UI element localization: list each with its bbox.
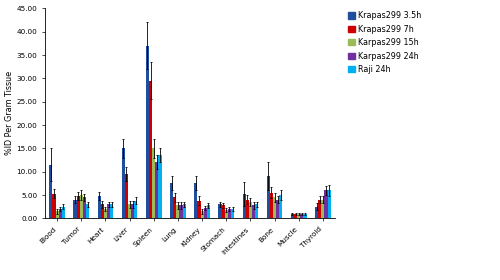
Bar: [176, 205, 180, 218]
Bar: [62, 207, 65, 218]
Bar: [218, 204, 222, 218]
Bar: [322, 200, 324, 218]
Bar: [74, 200, 76, 218]
Bar: [228, 209, 231, 218]
Bar: [291, 214, 294, 218]
Bar: [86, 204, 89, 218]
Bar: [304, 214, 306, 218]
Bar: [104, 209, 107, 218]
Bar: [270, 193, 273, 218]
Bar: [149, 81, 152, 218]
Bar: [156, 162, 158, 218]
Bar: [231, 209, 234, 218]
Bar: [128, 204, 131, 218]
Bar: [170, 183, 173, 218]
Bar: [194, 183, 198, 218]
Bar: [182, 204, 186, 218]
Bar: [266, 176, 270, 218]
Bar: [198, 201, 200, 218]
Bar: [173, 197, 176, 218]
Bar: [294, 214, 297, 218]
Bar: [100, 204, 104, 218]
Bar: [318, 200, 322, 218]
Bar: [125, 174, 128, 218]
Bar: [76, 196, 80, 218]
Bar: [180, 205, 182, 218]
Bar: [58, 209, 62, 218]
Bar: [56, 211, 58, 218]
Bar: [224, 210, 228, 218]
Bar: [49, 165, 52, 218]
Bar: [255, 204, 258, 218]
Bar: [207, 205, 210, 218]
Bar: [324, 190, 328, 218]
Y-axis label: %ID Per Gram Tissue: %ID Per Gram Tissue: [5, 71, 14, 155]
Bar: [242, 194, 246, 218]
Bar: [222, 205, 224, 218]
Bar: [204, 208, 207, 218]
Bar: [249, 202, 252, 218]
Bar: [315, 207, 318, 218]
Bar: [300, 214, 304, 218]
Legend: Krapas299 3.5h, Krapas299 7h, Karpas299 15h, Karpas299 24h, Raji 24h: Krapas299 3.5h, Krapas299 7h, Karpas299 …: [346, 10, 422, 76]
Bar: [273, 197, 276, 218]
Bar: [122, 148, 125, 218]
Bar: [297, 214, 300, 218]
Bar: [131, 204, 134, 218]
Bar: [110, 204, 114, 218]
Bar: [328, 190, 331, 218]
Bar: [280, 195, 282, 218]
Bar: [83, 197, 86, 218]
Bar: [158, 155, 162, 218]
Bar: [107, 204, 110, 218]
Bar: [200, 211, 203, 218]
Bar: [246, 200, 249, 218]
Bar: [52, 194, 56, 218]
Bar: [98, 196, 100, 218]
Bar: [80, 195, 83, 218]
Bar: [146, 46, 149, 218]
Bar: [252, 205, 255, 218]
Bar: [134, 201, 138, 218]
Bar: [152, 148, 156, 218]
Bar: [276, 200, 280, 218]
